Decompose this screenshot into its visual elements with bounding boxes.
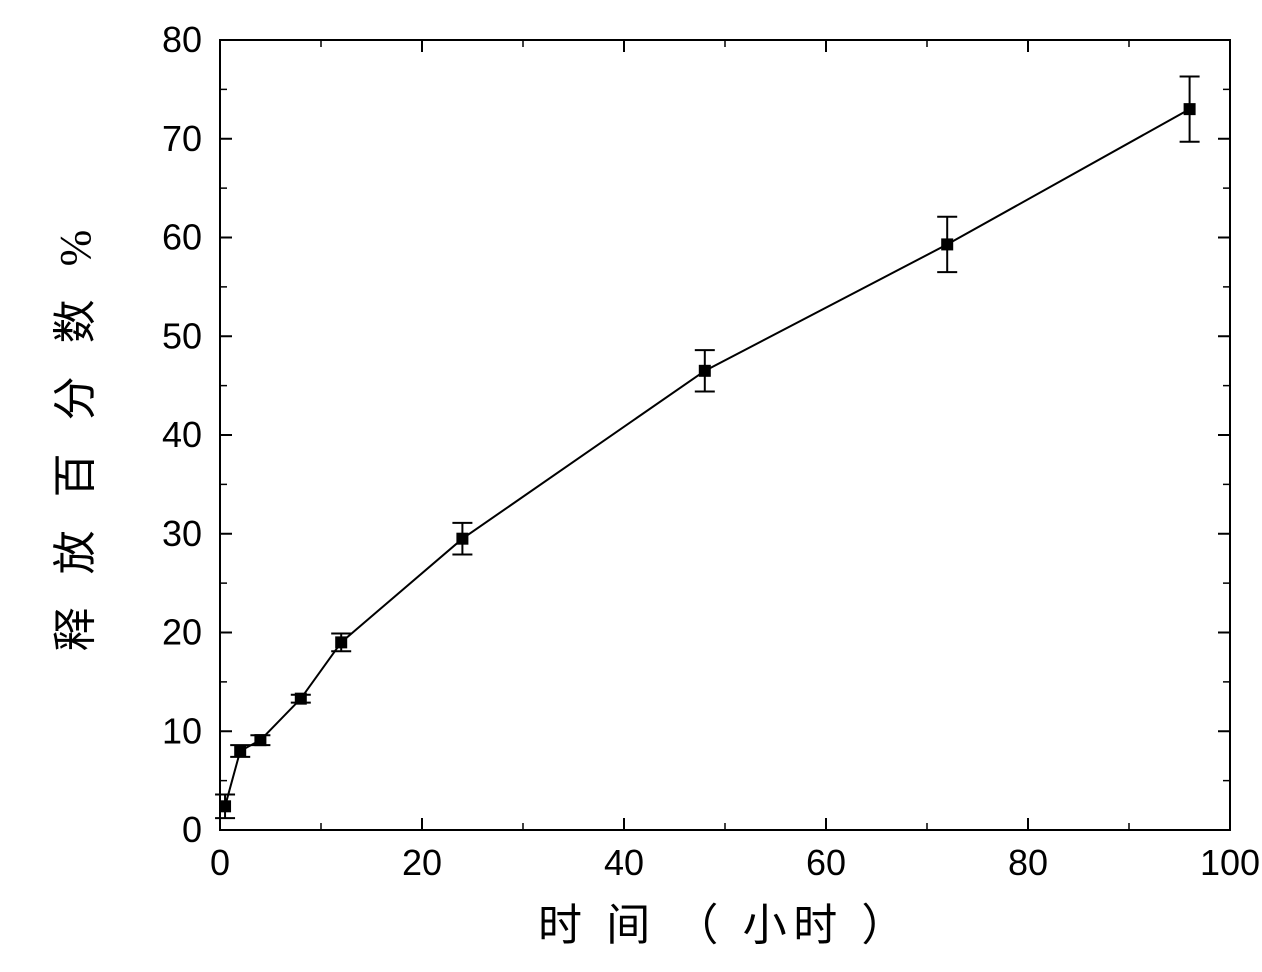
release-chart: 0 20 40 60 80 100 0 10 20 30 40 50 60 70 80 释 放 百 分 数 %… — [0, 0, 1262, 972]
data-line — [225, 109, 1190, 806]
y-tick-label: 40 — [162, 414, 202, 455]
data-point — [1184, 103, 1196, 115]
data-point — [941, 238, 953, 250]
data-point — [254, 734, 266, 746]
x-axis-label: 时 间 （ 小时 ） — [538, 901, 912, 950]
chart-container: 0 20 40 60 80 100 0 10 20 30 40 50 60 70 80 释 放 百 分 数 %… — [0, 0, 1262, 972]
x-tick-label: 0 — [210, 842, 230, 883]
data-point — [456, 533, 468, 545]
y-tick-label: 70 — [162, 118, 202, 159]
y-tick-label: 20 — [162, 612, 202, 653]
data-point — [219, 800, 231, 812]
data-point — [699, 365, 711, 377]
y-tick-label: 60 — [162, 217, 202, 258]
y-axis-label: 释 放 百 分 数 % — [51, 219, 100, 652]
data-point — [295, 693, 307, 705]
x-tick-label: 20 — [402, 842, 442, 883]
y-tick-label: 0 — [182, 809, 202, 850]
x-tick-label: 100 — [1200, 842, 1260, 883]
y-tick-label: 50 — [162, 315, 202, 356]
data-point — [335, 636, 347, 648]
y-tick-label: 80 — [162, 19, 202, 60]
x-tick-label: 80 — [1008, 842, 1048, 883]
x-tick-label: 40 — [604, 842, 644, 883]
x-tick-label: 60 — [806, 842, 846, 883]
y-tick-label: 10 — [162, 710, 202, 751]
y-tick-label: 30 — [162, 513, 202, 554]
data-point — [234, 745, 246, 757]
